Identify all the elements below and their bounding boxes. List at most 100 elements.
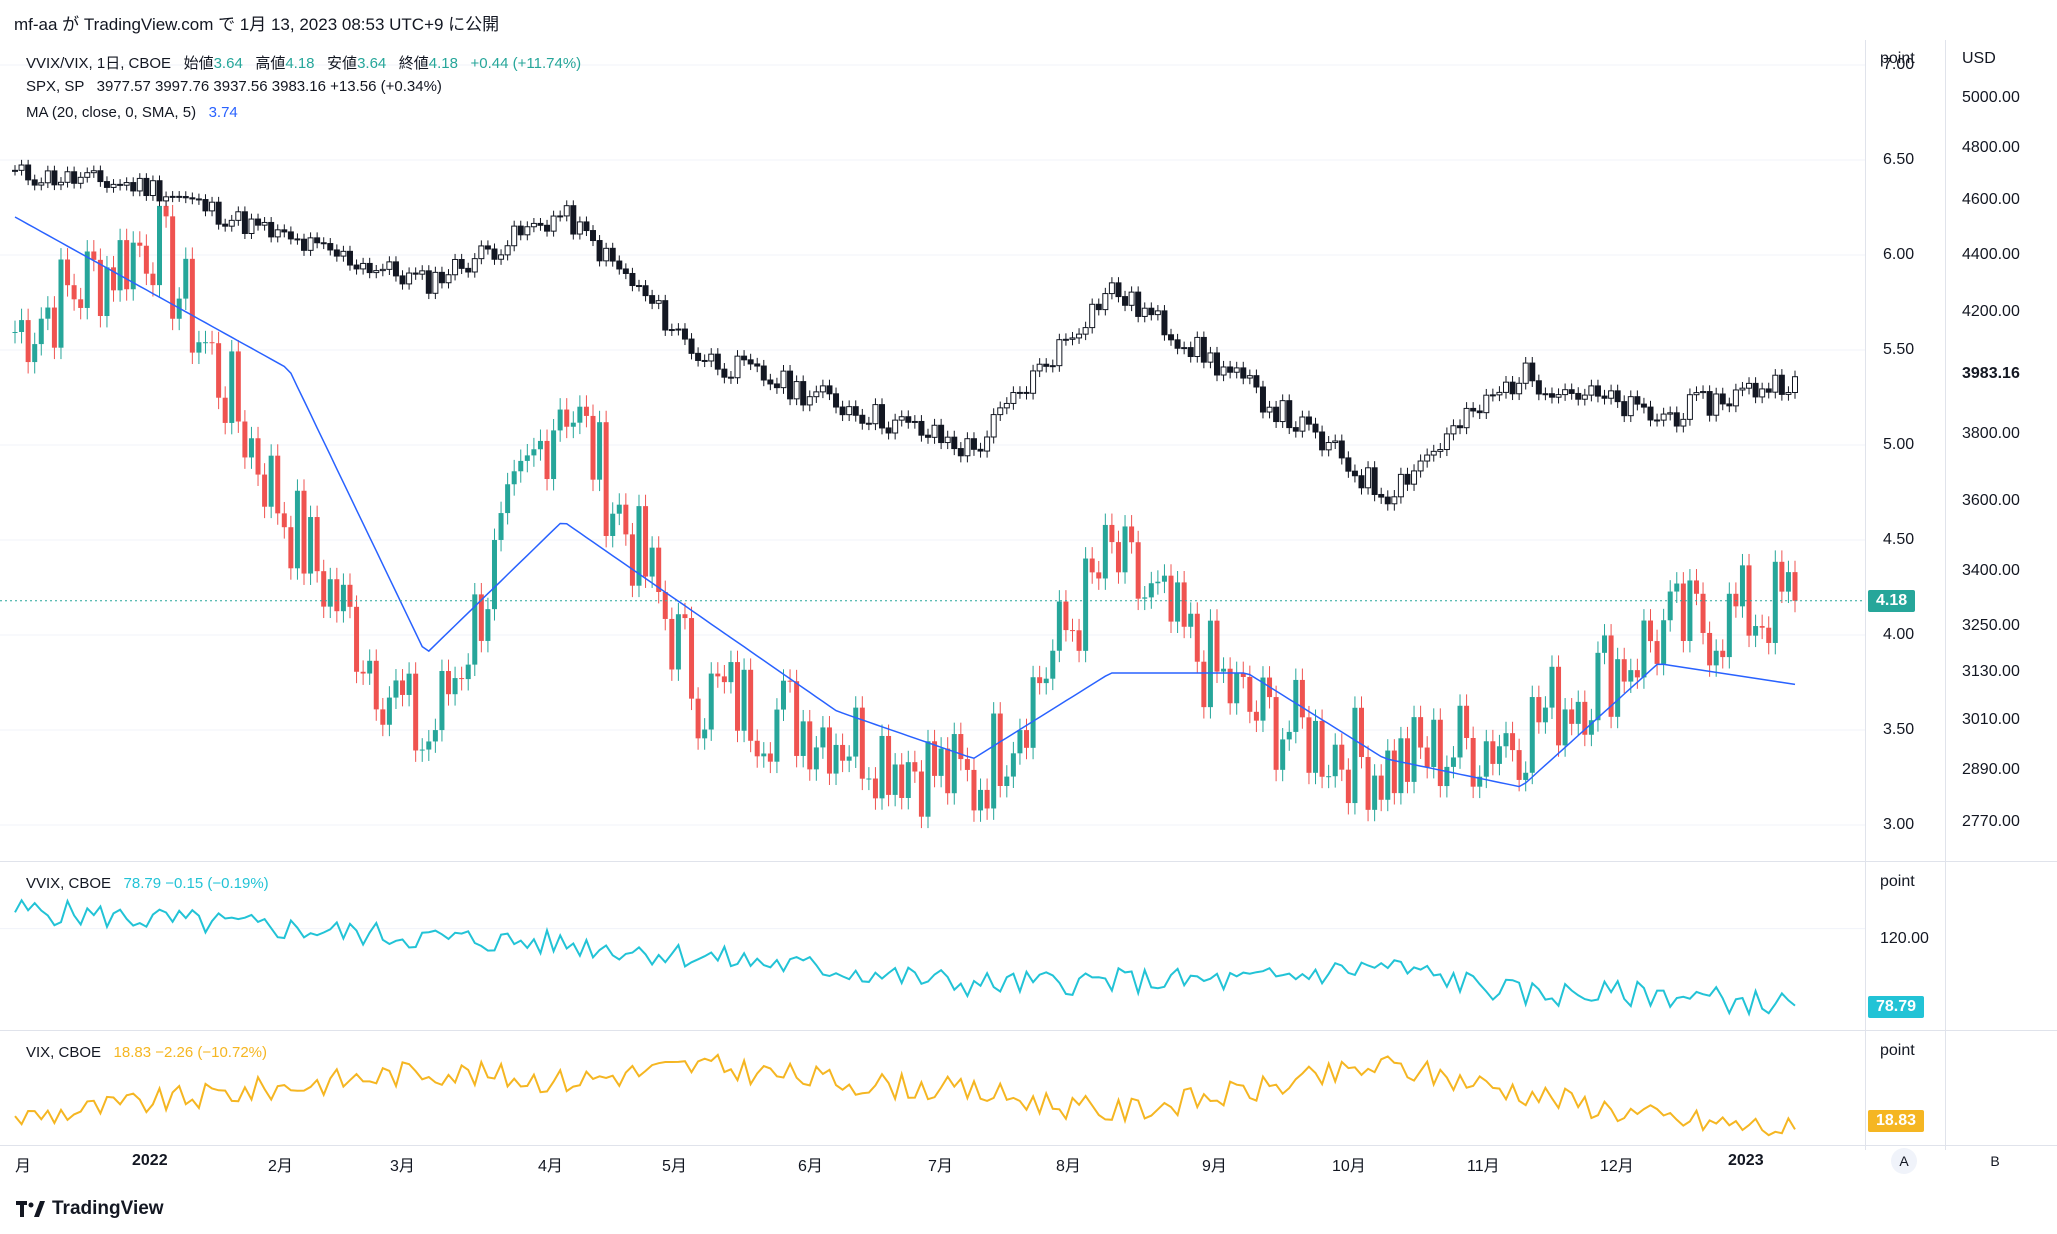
ratio-candle (1621, 659, 1627, 682)
ratio-candle (715, 673, 721, 677)
spx-candle (1141, 307, 1148, 317)
spx-candle (202, 199, 209, 212)
ratio-candle (71, 285, 77, 300)
spx-candle (1437, 449, 1444, 452)
left-axis-tick: 5.50 (1883, 341, 1915, 358)
spx-candle (136, 177, 143, 192)
spx-candle (44, 170, 51, 184)
ratio-candle (1175, 582, 1181, 622)
spx-candle (1213, 352, 1220, 376)
ratio-candle (1313, 720, 1319, 773)
spx-candle (149, 180, 156, 197)
vvix-axis-unit: point (1880, 873, 1915, 890)
ratio-candle (1503, 733, 1509, 747)
spx-candle (524, 226, 531, 236)
spx-candle (1575, 392, 1582, 400)
spx-candle (1693, 392, 1700, 396)
ratio-candle (321, 571, 327, 607)
spx-candle (77, 176, 84, 184)
legend-vvix-name: VVIX, CBOE (26, 875, 112, 892)
ratio-candle (1115, 542, 1121, 573)
ratio-candle (491, 539, 497, 610)
ratio-candle (196, 342, 202, 353)
ratio-candle (1385, 750, 1391, 800)
ratio-candle (65, 259, 71, 286)
spx-candle (64, 171, 71, 183)
spx-candle (859, 414, 866, 424)
spx-candle (169, 195, 176, 198)
ratio-candle (354, 606, 360, 672)
legend-vix-value: 18.83 −2.26 (−10.72%) (113, 1044, 267, 1061)
ratio-candle (1569, 709, 1575, 724)
spx-candle (1759, 388, 1766, 398)
log-scale-button[interactable]: B (1990, 1153, 2000, 1169)
ratio-candle (1450, 757, 1456, 767)
spx-candle (1647, 406, 1654, 421)
legend-spx-values: 3977.57 3997.76 3937.56 3983.16 +13.56 (… (96, 78, 442, 95)
vvix-last-tag: 78.79 (1868, 996, 1925, 1018)
auto-scale-button[interactable]: A (1891, 1148, 1917, 1174)
ratio-candle (1483, 741, 1489, 777)
spx-candle (281, 229, 288, 233)
spx-candle (261, 221, 268, 226)
main-chart[interactable] (0, 40, 1865, 860)
ratio-candle (643, 506, 649, 577)
ratio-candle (695, 698, 701, 739)
spx-candle (110, 183, 117, 188)
spx-candle (478, 245, 485, 260)
spx-candle (1581, 394, 1588, 400)
spx-candle (1516, 382, 1523, 395)
ratio-candle (879, 735, 885, 799)
left-axis-tick: 5.00 (1883, 436, 1915, 453)
ratio-candle (478, 594, 484, 641)
spx-candle (360, 262, 367, 270)
ratio-candle (1326, 776, 1332, 778)
ratio-candle (531, 449, 537, 456)
ratio-candle (1510, 733, 1516, 751)
ratio-candle (1260, 677, 1266, 721)
ratio-candle (498, 513, 504, 540)
spx-candle (1384, 496, 1391, 505)
spx-candle (1259, 386, 1266, 413)
ratio-candle (1602, 635, 1608, 653)
ratio-candle (1043, 678, 1049, 684)
spx-candle (1319, 431, 1326, 451)
legend-vvix: VVIX, CBOE 78.79 −0.15 (−0.19%) (26, 875, 269, 892)
ratio-candle (124, 240, 130, 290)
spx-candle (1168, 334, 1175, 341)
ratio-candle (97, 259, 103, 317)
spx-candle (1049, 365, 1056, 368)
ratio-candle (846, 756, 852, 761)
tradingview-logo-icon (16, 1201, 45, 1217)
vvix-chart[interactable] (0, 862, 1865, 1030)
ratio-candle (1437, 719, 1443, 787)
spx-candle (195, 198, 202, 201)
ratio-candle (826, 727, 832, 774)
spx-candle (156, 180, 163, 202)
spx-candle (622, 268, 629, 274)
spx-candle (1056, 339, 1063, 367)
legend-spx: SPX, SP 3977.57 3997.76 3937.56 3983.16 … (26, 78, 442, 95)
spx-candle (1509, 381, 1516, 395)
ratio-candle (794, 681, 800, 756)
tradingview-logo[interactable]: TradingView (16, 1198, 164, 1220)
spx-candle (1752, 382, 1759, 398)
time-axis-tick: 6月 (798, 1158, 823, 1175)
ratio-candle (918, 771, 924, 817)
legend-ma-name: MA (20, close, 0, SMA, 5) (26, 104, 197, 121)
spx-candle (1673, 412, 1680, 427)
vix-chart[interactable] (0, 1031, 1865, 1145)
spx-candle (846, 406, 853, 416)
right-axis-tick: 3400.00 (1962, 561, 2020, 579)
ratio-candle (222, 397, 228, 423)
spx-candle (235, 211, 242, 221)
ratio-candle (1247, 677, 1253, 712)
spx-candle (1312, 423, 1319, 433)
spx-candle (340, 250, 347, 257)
spx-candle (681, 328, 688, 340)
spx-candle (977, 448, 984, 452)
ratio-candle (1700, 593, 1706, 633)
axis-divider (1945, 40, 1946, 1150)
ratio-candle (25, 320, 31, 363)
ratio-candle (728, 662, 734, 683)
